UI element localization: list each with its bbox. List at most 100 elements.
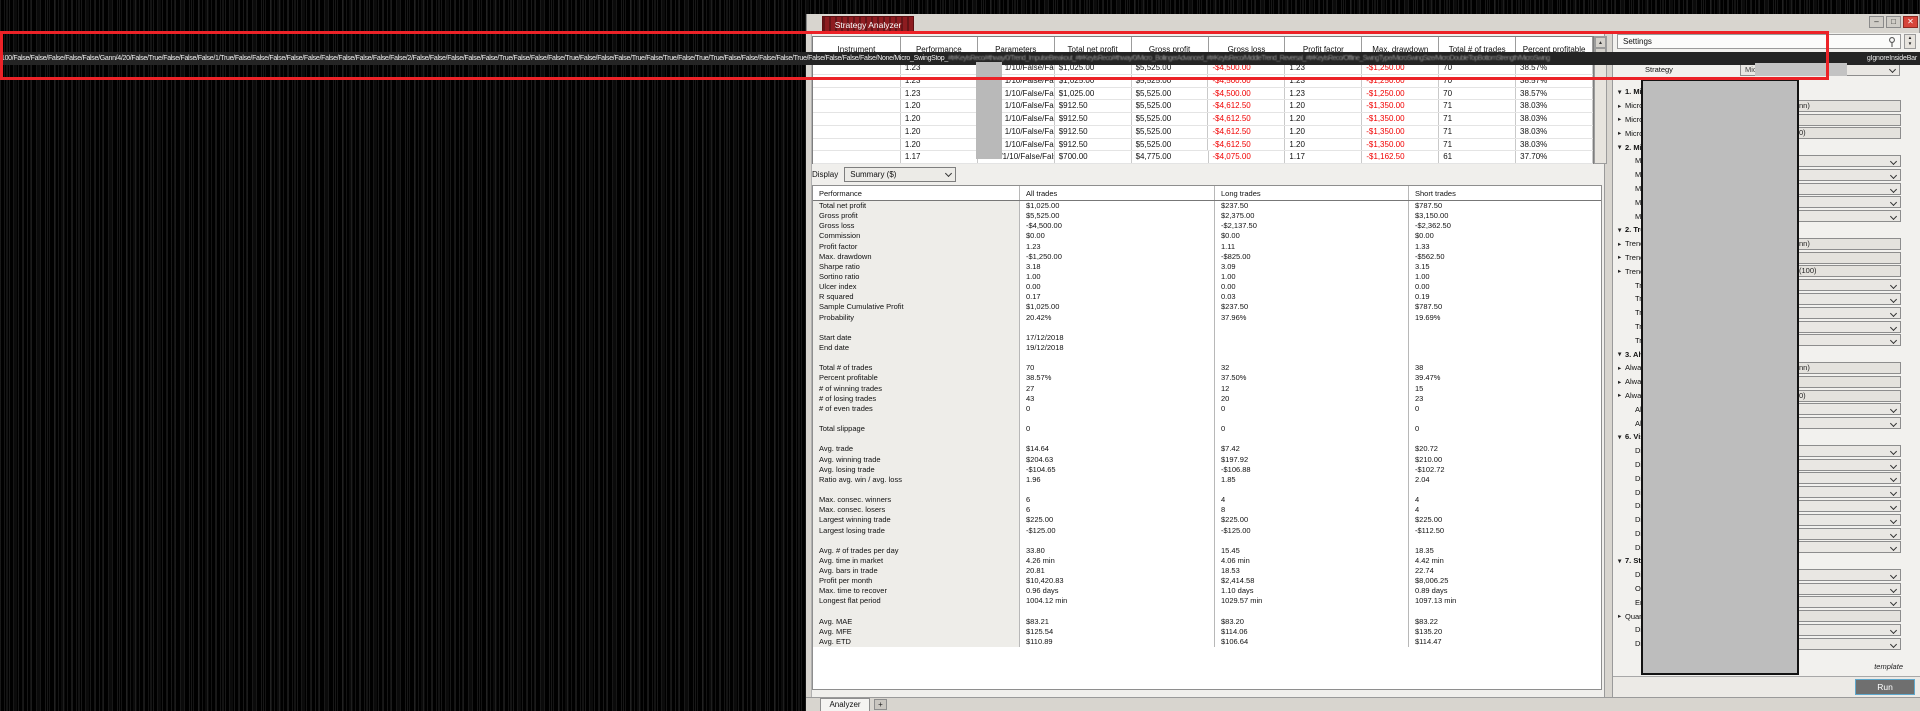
settings-section[interactable]: ▾ 2. Mic (1616, 140, 1916, 154)
table-row[interactable]: 1.201/10/False/False$912.50$5,525.00-$4,… (813, 138, 1593, 152)
result-cell: -$4,500.00 (1208, 87, 1286, 100)
column-header[interactable]: Total net profit (1055, 37, 1132, 61)
performance-row: Gross profit $5,525.00 $2,375.00 $3,150.00 (813, 211, 1601, 222)
column-header[interactable]: Performance (901, 37, 978, 61)
result-cell: $5,525.00 (1132, 74, 1209, 87)
column-header[interactable]: Profit factor (1285, 37, 1363, 61)
performance-column-header: Long trades (1214, 186, 1408, 200)
column-header[interactable]: Percent profitable (1516, 37, 1594, 61)
expand-arrow-icon[interactable]: ▸ (1618, 392, 1622, 400)
stat-value: 1004.12 min (1019, 596, 1214, 607)
run-button[interactable]: Run (1855, 679, 1915, 695)
stat-value: $2,375.00 (1214, 211, 1408, 222)
window-title-tab[interactable]: Strategy Analyzer (822, 16, 914, 33)
tab-analyzer[interactable]: Analyzer (820, 698, 870, 711)
settings-section[interactable]: ▾ 1. Mic (1616, 85, 1916, 99)
maximize-button[interactable]: □ (1886, 16, 1901, 28)
table-row[interactable]: 1.17 Gann/1/10/False/False $700.00 $4,775.0… (813, 151, 1594, 164)
result-cell: 1.20 (901, 125, 978, 138)
settings-label: Di (1635, 639, 1643, 649)
settings-section[interactable]: ▾ 2. Tre (1616, 223, 1916, 237)
expand-arrow-icon[interactable]: ▸ (1618, 613, 1622, 621)
stat-label: # of losing trades (813, 393, 1019, 404)
settings-label: 7. Str (1625, 556, 1644, 566)
stat-value: 0.89 days (1408, 586, 1601, 597)
settings-section[interactable]: ▾ 6. Vis (1616, 430, 1916, 444)
result-cell (813, 62, 901, 74)
result-cell: $5,525.00 (1132, 100, 1209, 112)
expand-arrow-icon[interactable]: ▸ (1618, 102, 1622, 110)
stat-value: 23 (1408, 393, 1601, 404)
stat-value: $225.00 (1408, 515, 1601, 526)
table-row[interactable]: 1.201/10/False/False$912.50$5,525.00-$4,… (813, 100, 1593, 113)
expand-arrow-icon[interactable]: ▸ (1618, 378, 1622, 386)
collapse-arrow-icon[interactable]: ▾ (1618, 351, 1622, 359)
performance-row: Total # of trades 70 32 38 (813, 363, 1601, 374)
stat-value: 6 (1019, 495, 1214, 506)
column-header[interactable]: Parameters (978, 37, 1055, 61)
expand-arrow-icon[interactable]: ▸ (1618, 254, 1622, 262)
collapse-arrow-icon[interactable]: ▾ (1618, 557, 1622, 565)
scroll-up-icon[interactable]: ▲ (1595, 37, 1606, 48)
performance-row: R squared 0.17 0.03 0.19 (813, 292, 1601, 303)
display-dropdown[interactable]: Summary ($) (844, 166, 957, 182)
template-link[interactable]: template (1874, 662, 1903, 671)
settings-section[interactable]: ▾ 7. Str (1616, 554, 1916, 568)
stat-label: Start date (813, 332, 1019, 343)
column-header[interactable]: Total # of trades (1439, 37, 1517, 61)
stat-value: 27 (1019, 383, 1214, 394)
expand-arrow-icon[interactable]: ▸ (1618, 268, 1622, 276)
collapse-arrow-icon[interactable]: ▾ (1618, 433, 1622, 441)
result-cell: -$4,612.50 (1208, 100, 1286, 112)
spinner-down-icon[interactable]: ▼ (1907, 41, 1913, 46)
result-cell: 1.20 (1285, 113, 1363, 125)
add-tab-button[interactable]: + (874, 699, 887, 710)
chevron-down-icon (1889, 627, 1898, 635)
stat-label: Avg. losing trade (813, 464, 1019, 475)
chevron-down-icon (1889, 171, 1898, 179)
stat-value (1214, 606, 1408, 617)
performance-row: Longest flat period 1004.12 min 1029.57 mi… (813, 596, 1601, 607)
stat-value: $125.54 (1019, 626, 1214, 638)
result-cell (813, 74, 901, 87)
table-row[interactable]: 1.231/10/False/False$1,025.00$5,525.00-$… (813, 74, 1593, 88)
settings-section[interactable]: ▾ 3. Alw (1616, 347, 1916, 361)
panel-splitter[interactable] (1604, 33, 1613, 697)
chevron-down-icon (1889, 157, 1898, 166)
result-cell: 1.20 (1285, 100, 1363, 112)
collapse-arrow-icon[interactable]: ▾ (1618, 144, 1622, 152)
column-header[interactable]: Instrument (813, 37, 901, 61)
settings-spinner[interactable]: ▲ ▼ (1904, 34, 1916, 49)
result-cell: 1.23 (1285, 87, 1363, 100)
table-row[interactable]: 1.231/10/False/False$1,025.00$5,525.00-$… (813, 87, 1593, 101)
stat-label: Avg. ETD (813, 637, 1019, 648)
close-button[interactable]: ✕ (1903, 16, 1918, 28)
result-cell: $5,525.00 (1132, 62, 1209, 74)
expand-arrow-icon[interactable]: ▸ (1618, 116, 1622, 124)
column-header[interactable]: Gross profit (1132, 37, 1209, 61)
result-cell: 1/10/False/False (978, 74, 1055, 87)
column-header[interactable]: Gross loss (1209, 37, 1286, 61)
minimize-button[interactable]: – (1869, 16, 1884, 28)
stat-label (813, 434, 1019, 445)
collapse-arrow-icon[interactable]: ▾ (1618, 88, 1622, 96)
stat-label (813, 484, 1019, 496)
table-row[interactable]: 1.201/10/False/False$912.50$5,525.00-$4,… (813, 125, 1593, 139)
table-row[interactable]: 1.201/10/False/False$912.50$5,525.00-$4,… (813, 113, 1593, 126)
expand-arrow-icon[interactable]: ▸ (1618, 130, 1622, 138)
performance-row: Avg. trade $14.64 $7.42 $20.72 (813, 444, 1601, 455)
result-cell: -$1,162.50 (1362, 151, 1440, 163)
expand-arrow-icon[interactable]: ▸ (1618, 364, 1622, 372)
stat-label: Gross profit (813, 211, 1019, 222)
expand-arrow-icon[interactable]: ▸ (1618, 240, 1622, 248)
result-cell: 1/10/False/False (978, 100, 1055, 112)
pin-icon[interactable] (1888, 37, 1896, 47)
column-header[interactable]: Max. drawdown (1362, 37, 1440, 61)
stat-value: 20.81 (1019, 566, 1214, 577)
performance-header-row: Performance All trades Long trades Short tr… (813, 186, 1601, 201)
stat-value: 15 (1408, 383, 1601, 394)
result-cell: 70 (1439, 62, 1517, 74)
collapse-arrow-icon[interactable]: ▾ (1618, 226, 1622, 234)
stat-value (1019, 484, 1214, 496)
spinner-up-icon[interactable]: ▲ (1907, 35, 1913, 40)
